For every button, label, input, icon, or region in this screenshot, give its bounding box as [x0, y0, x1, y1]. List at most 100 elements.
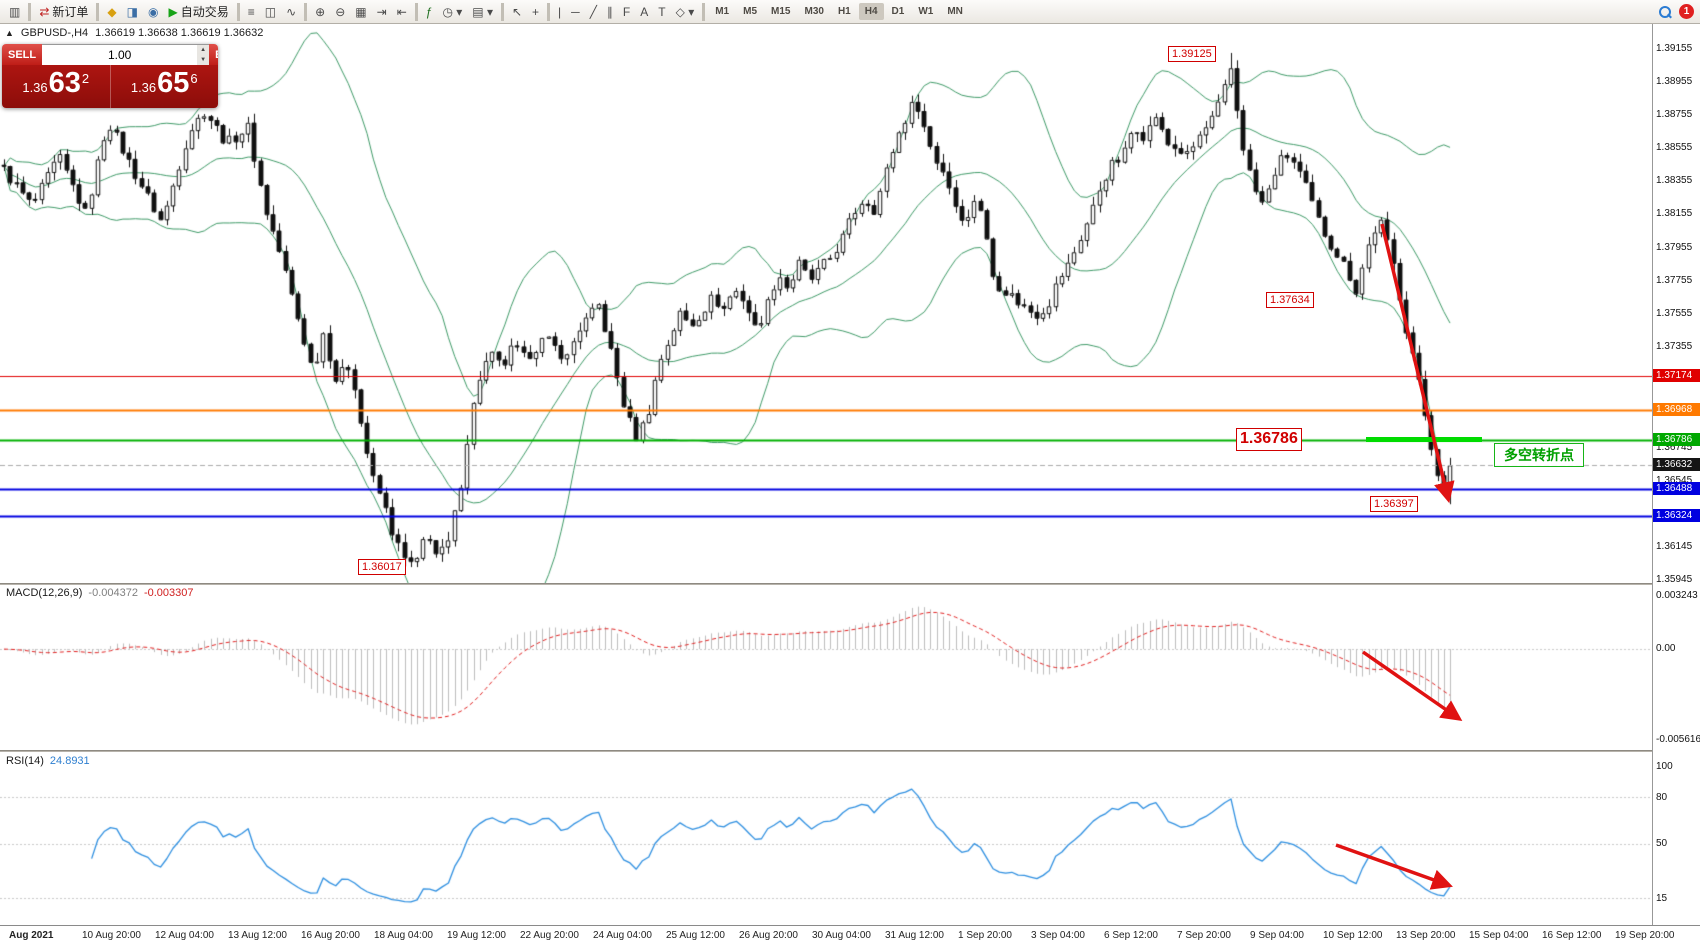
- periods-dropdown[interactable]: ◷ ▾: [437, 1, 467, 23]
- sell-button[interactable]: SELL: [2, 44, 43, 65]
- panel-splitter-rsi[interactable]: [0, 750, 1700, 752]
- macd-axis-label: 0.003243: [1656, 590, 1698, 601]
- timeframe-h4[interactable]: H4: [858, 3, 884, 20]
- timeframe-w1[interactable]: W1: [918, 6, 934, 17]
- auto-scroll-icon[interactable]: ⇥: [372, 1, 392, 23]
- trendline-icon[interactable]: ╱: [585, 1, 602, 23]
- market-watch-icon[interactable]: ◆: [102, 1, 121, 23]
- label-icon[interactable]: T: [653, 1, 670, 23]
- price-callout-label[interactable]: 1.36786: [1236, 428, 1302, 451]
- notification-badge[interactable]: 1: [1679, 4, 1694, 19]
- tile-windows-icon[interactable]: ▦: [350, 1, 371, 23]
- price-tick-label: 1.38355: [1656, 175, 1693, 186]
- price-tick-label: 1.36145: [1656, 541, 1693, 552]
- time-label: 19 Aug 12:00: [447, 930, 506, 941]
- ohlc-label: 1.36619 1.36638 1.36619 1.36632: [95, 27, 264, 39]
- templates-icon[interactable]: ▤ ▾: [467, 1, 498, 23]
- zoom-out-icon[interactable]: ⊖: [330, 1, 350, 23]
- zoom-in-icon[interactable]: ⊕: [310, 1, 330, 23]
- buy-price-button[interactable]: 1.36 65 6: [111, 65, 219, 108]
- chart-shift-icon[interactable]: ⇤: [392, 1, 412, 23]
- toolbar-glyph: ⇤: [396, 4, 407, 19]
- timeframe-m15[interactable]: M15: [771, 6, 791, 17]
- price-canvas[interactable]: [0, 24, 1652, 583]
- navigator-icon[interactable]: ◉: [143, 1, 163, 23]
- panel-splitter-macd[interactable]: [0, 583, 1700, 585]
- one-click-trade-panel: SELL ▲ ▼ BUY 1.36 63 2 1.36 65 6: [2, 44, 218, 108]
- bar-chart-icon[interactable]: ≡: [243, 1, 260, 23]
- toolbar-glyph: ▤ ▾: [472, 4, 493, 19]
- indicators-icon[interactable]: ƒ: [421, 1, 438, 23]
- candlestick-chart-icon[interactable]: ◫: [260, 1, 281, 23]
- symbol-label: GBPUSD-,H4: [20, 27, 89, 39]
- one-click-collapse-icon[interactable]: ▲: [5, 28, 14, 38]
- toolbar-glyph: ↖: [511, 4, 523, 19]
- toolbar-separator: [547, 2, 551, 21]
- toolbar-separator: [304, 2, 308, 21]
- time-label: 10 Aug 20:00: [82, 930, 141, 941]
- buy-button[interactable]: BUY: [209, 44, 218, 65]
- timeframe-mn[interactable]: MN: [947, 6, 963, 17]
- price-callout-label[interactable]: 1.36397: [1370, 496, 1418, 513]
- timeframe-m1[interactable]: M1: [715, 6, 730, 17]
- price-callout-label[interactable]: 1.36017: [358, 559, 406, 576]
- support-level-segment[interactable]: [1366, 437, 1482, 442]
- time-label: 7 Sep 20:00: [1177, 930, 1231, 941]
- price-level-badge: 1.36786: [1653, 433, 1700, 446]
- data-window-icon[interactable]: ◨: [122, 1, 143, 23]
- shapes-dropdown[interactable]: ◇ ▾: [671, 1, 700, 23]
- volume-stepper-down[interactable]: ▼: [200, 57, 207, 63]
- autotrading-button[interactable]: ▶ 自动交易: [163, 1, 233, 23]
- time-label: 25 Aug 12:00: [666, 930, 725, 941]
- buy-price-big: 65: [157, 67, 190, 99]
- timeframe-d1[interactable]: D1: [891, 6, 905, 17]
- price-level-badge: 1.36324: [1653, 509, 1700, 522]
- horizontal-line-icon[interactable]: ─: [566, 1, 585, 23]
- time-label: 26 Aug 20:00: [739, 930, 798, 941]
- charts-grid-icon[interactable]: ▥: [4, 1, 25, 23]
- toolbar-separator: [702, 2, 706, 21]
- sell-price-button[interactable]: 1.36 63 2: [2, 65, 111, 108]
- toolbar-glyph: +: [532, 4, 540, 19]
- channel-icon[interactable]: ∥: [602, 1, 618, 23]
- price-axis[interactable]: 1.39155 1.38955 1.38755 1.38555 1.38355 1.381…: [1652, 24, 1700, 925]
- sell-price-prefix: 1.36: [22, 80, 48, 95]
- timeframe-h1[interactable]: H1: [837, 6, 851, 17]
- timeframe-m5[interactable]: M5: [743, 6, 758, 17]
- fibonacci-icon[interactable]: F: [618, 1, 635, 23]
- toolbar-label: 新订单: [52, 5, 89, 19]
- volume-input[interactable]: [42, 45, 198, 65]
- price-level-badge: 1.36632: [1653, 458, 1700, 471]
- toolbar-separator: [500, 2, 504, 21]
- crosshair-icon[interactable]: +: [527, 1, 544, 23]
- turning-point-annotation[interactable]: 多空转折点: [1494, 443, 1584, 467]
- price-tick-label: 1.37955: [1656, 242, 1693, 253]
- macd-canvas[interactable]: [0, 585, 1652, 750]
- text-icon[interactable]: A: [635, 1, 653, 23]
- time-label: 22 Aug 20:00: [520, 930, 579, 941]
- timeframe-m30[interactable]: M30: [804, 6, 824, 17]
- rsi-axis-label: 100: [1656, 761, 1673, 772]
- rsi-indicator-label: RSI(14): [6, 755, 44, 767]
- rsi-value: 24.8931: [49, 755, 90, 767]
- toolbar-glyph: F: [622, 4, 631, 19]
- search-icon[interactable]: [1659, 5, 1671, 18]
- time-label: 19 Sep 20:00: [1615, 930, 1675, 941]
- rsi-axis-label: 15: [1656, 893, 1668, 904]
- price-tick-label: 1.37355: [1656, 341, 1693, 352]
- toolbar-glyph: |: [558, 4, 562, 19]
- buy-price-prefix: 1.36: [130, 80, 157, 95]
- toolbar-glyph: ◆: [107, 4, 117, 19]
- price-callout-label[interactable]: 1.39125: [1168, 46, 1216, 63]
- cursor-icon[interactable]: ↖: [507, 1, 527, 23]
- toolbar-separator: [414, 2, 418, 21]
- new-order-button[interactable]: ⇄ 新订单: [34, 1, 93, 23]
- line-chart-icon[interactable]: ∿: [281, 1, 301, 23]
- toolbar-glyph: ◷ ▾: [442, 4, 463, 19]
- rsi-canvas[interactable]: [0, 752, 1652, 925]
- volume-stepper-up[interactable]: ▲: [200, 47, 207, 53]
- toolbar-glyph: ╱: [589, 4, 597, 19]
- price-callout-label[interactable]: 1.37634: [1266, 292, 1314, 309]
- vertical-line-icon[interactable]: |: [553, 1, 566, 23]
- time-axis[interactable]: Aug 2021 10 Aug 20:00 12 Aug 04:00 13 Aug 1…: [0, 925, 1700, 946]
